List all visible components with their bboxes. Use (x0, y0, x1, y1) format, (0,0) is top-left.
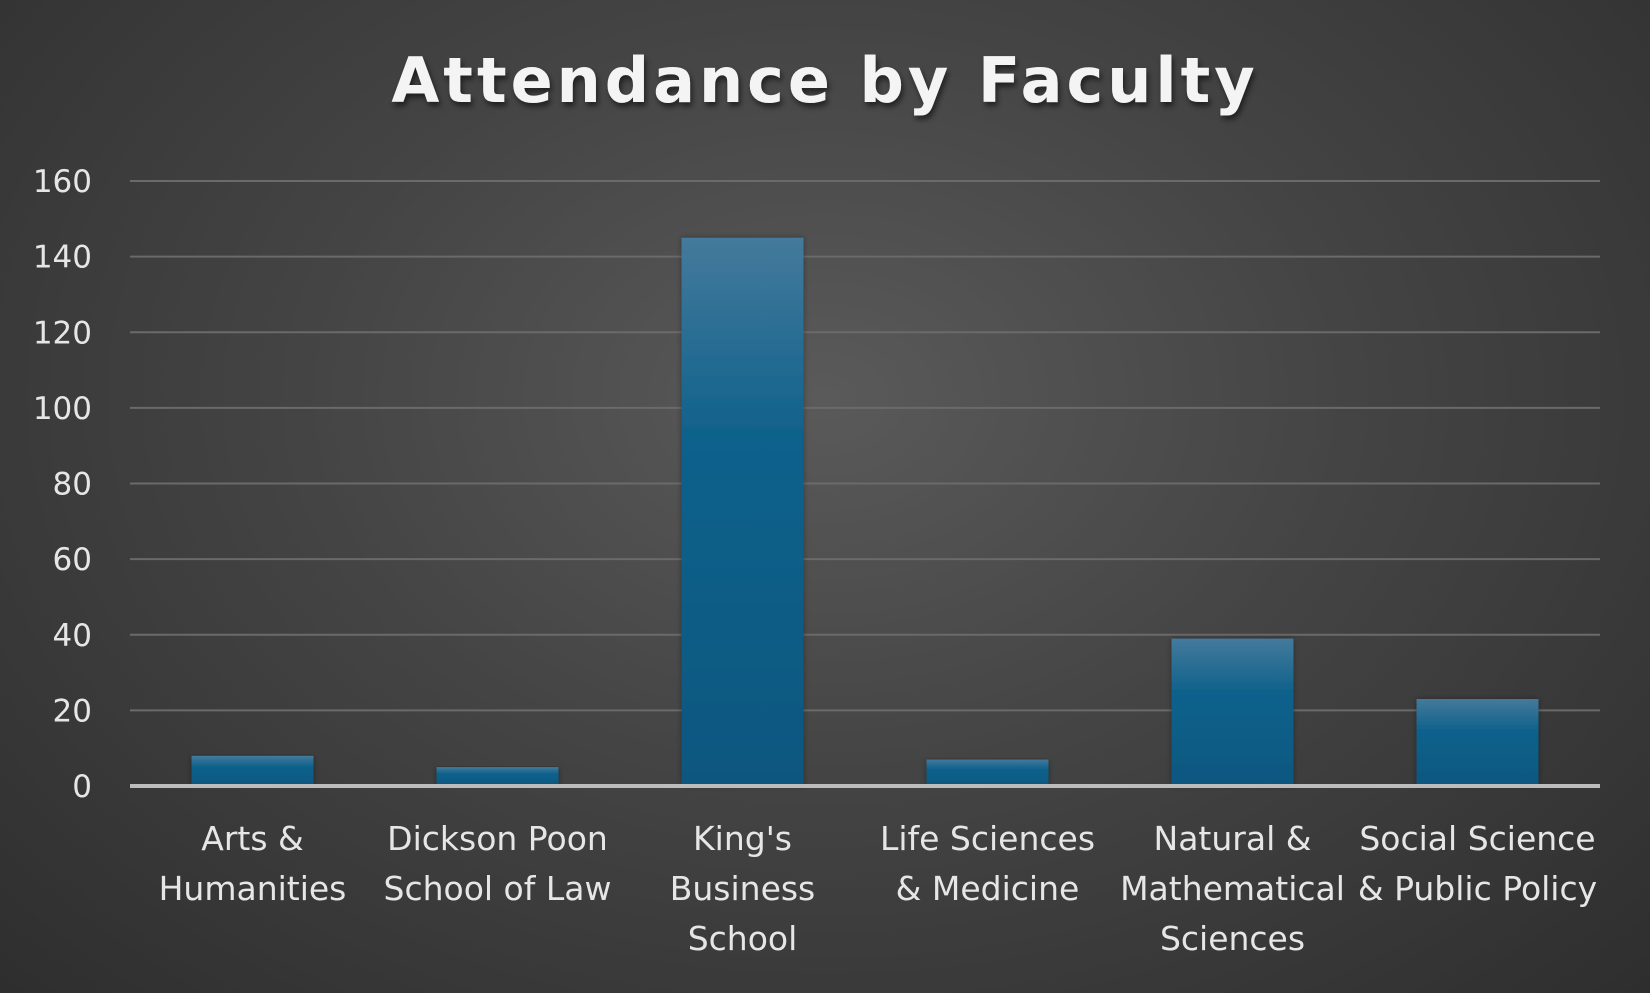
y-tick-label: 120 (33, 315, 92, 351)
y-axis-ticks: 0 20 40 60 80 100 120 140 160 (33, 164, 92, 805)
bar (436, 767, 559, 786)
y-tick-label: 160 (33, 164, 92, 200)
x-tick-label: Social Science & Public Policy (1358, 819, 1597, 908)
x-tick-label-line: King's (693, 819, 792, 858)
x-tick-label-line: Business (670, 869, 816, 908)
x-tick-label-line: Social Science (1359, 819, 1595, 858)
x-tick-label-line: Dickson Poon (387, 819, 608, 858)
x-tick-label-line: & Public Policy (1358, 869, 1597, 908)
y-tick-label: 140 (33, 240, 92, 276)
x-tick-label: Dickson Poon School of Law (384, 819, 612, 908)
gridlines (130, 180, 1600, 712)
x-tick-label-line: Life Sciences (880, 819, 1095, 858)
x-tick-label-line: Humanities (159, 869, 347, 908)
x-tick-label: King's Business School (670, 819, 816, 958)
x-tick-label: Natural & Mathematical Sciences (1120, 819, 1345, 958)
y-tick-label: 0 (72, 769, 92, 805)
chart-title: Attendance by Faculty (391, 44, 1258, 117)
y-tick-label: 60 (53, 542, 92, 578)
x-tick-label-line: School of Law (384, 869, 612, 908)
y-tick-label: 40 (53, 618, 92, 654)
y-tick-label: 80 (53, 467, 92, 503)
x-tick-label-line: & Medicine (896, 869, 1080, 908)
x-tick-label-line: School (688, 919, 798, 958)
x-axis-labels: Arts & Humanities Dickson Poon School of La… (159, 819, 1598, 958)
x-tick-label: Life Sciences & Medicine (880, 819, 1095, 908)
y-tick-label: 100 (33, 391, 92, 427)
bar (681, 237, 804, 786)
bar (1171, 638, 1294, 786)
x-tick-label-line: Mathematical (1120, 869, 1345, 908)
bar (1416, 699, 1539, 786)
bars (191, 237, 1539, 786)
bar (926, 759, 1049, 786)
y-tick-label: 20 (53, 693, 92, 729)
x-tick-label-line: Arts & (201, 819, 304, 858)
x-tick-label-line: Natural & (1154, 819, 1312, 858)
x-tick-label-line: Sciences (1160, 919, 1305, 958)
bar (191, 755, 314, 786)
x-tick-label: Arts & Humanities (159, 819, 347, 908)
